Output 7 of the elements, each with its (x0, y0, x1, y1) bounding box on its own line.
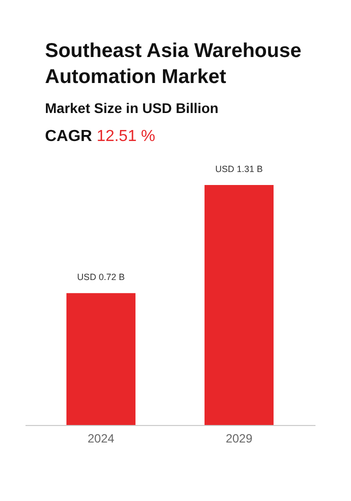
x-tick-label: 2029 (226, 432, 253, 446)
chart-title: Southeast Asia Warehouse Automation Market (45, 39, 302, 90)
x-tick-label: 2024 (88, 432, 115, 446)
data-label: USD 0.72 B (77, 272, 125, 282)
text: CAGR 12.51 % (45, 128, 156, 146)
data-label: USD 1.31 B (215, 164, 263, 174)
chart-subtitle: Market Size in USD Billion (45, 100, 220, 116)
